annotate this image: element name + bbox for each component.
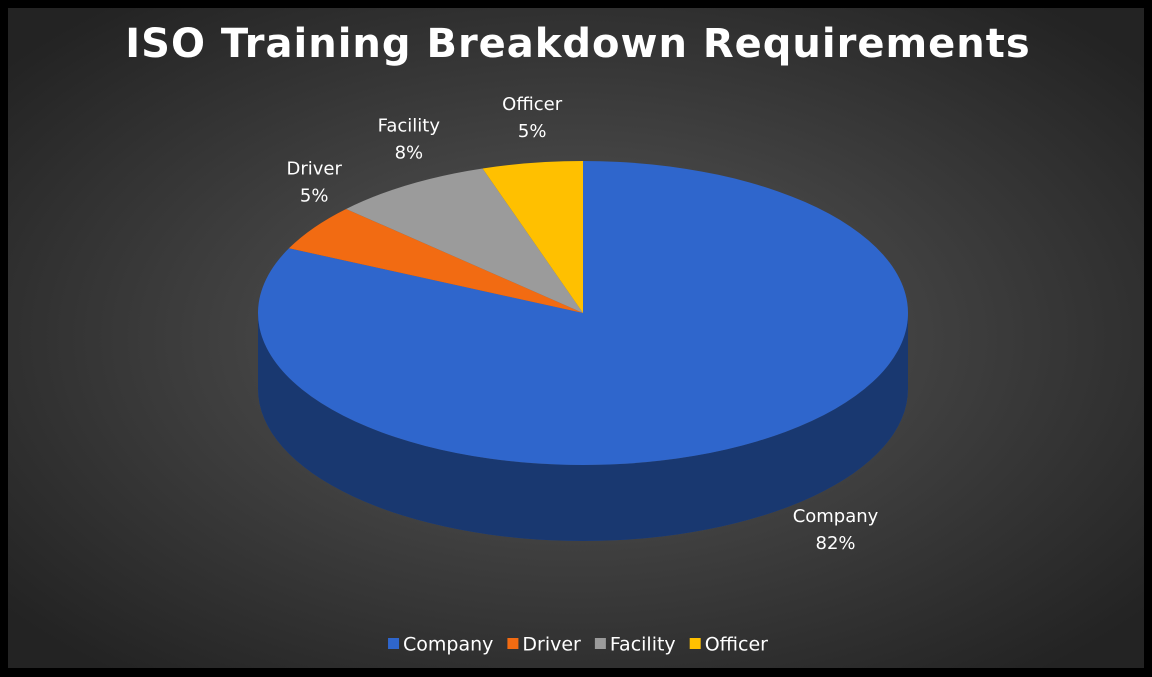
data-label-value: 5% bbox=[518, 121, 547, 142]
data-label-value: 82% bbox=[816, 533, 856, 554]
legend-swatch bbox=[594, 638, 606, 649]
legend-label: Driver bbox=[522, 634, 581, 656]
slice bbox=[482, 161, 583, 313]
legend: Company Driver Facility Officer bbox=[388, 634, 768, 656]
data-labels: Company 82% Driver 5% Facility 8% Officer 5% bbox=[287, 94, 879, 554]
legend-swatch bbox=[388, 638, 400, 649]
legend-label: Officer bbox=[705, 634, 768, 656]
data-label-name: Driver bbox=[287, 159, 343, 180]
data-label-name: Company bbox=[793, 506, 879, 527]
data-label-name: Officer bbox=[502, 94, 563, 115]
legend-swatch bbox=[689, 638, 701, 649]
pie bbox=[258, 161, 908, 541]
slice-side-shade bbox=[258, 313, 908, 541]
legend-swatch bbox=[507, 638, 519, 649]
legend-label: Company bbox=[403, 634, 493, 656]
slice bbox=[288, 208, 583, 313]
slice-side bbox=[258, 313, 908, 541]
data-label-name: Facility bbox=[378, 116, 441, 137]
data-label-value: 5% bbox=[300, 186, 329, 207]
chart-title: ISO Training Breakdown Requirements bbox=[125, 21, 1030, 67]
legend-label: Facility bbox=[610, 634, 676, 656]
slice bbox=[346, 168, 583, 313]
data-label-value: 8% bbox=[395, 143, 424, 164]
